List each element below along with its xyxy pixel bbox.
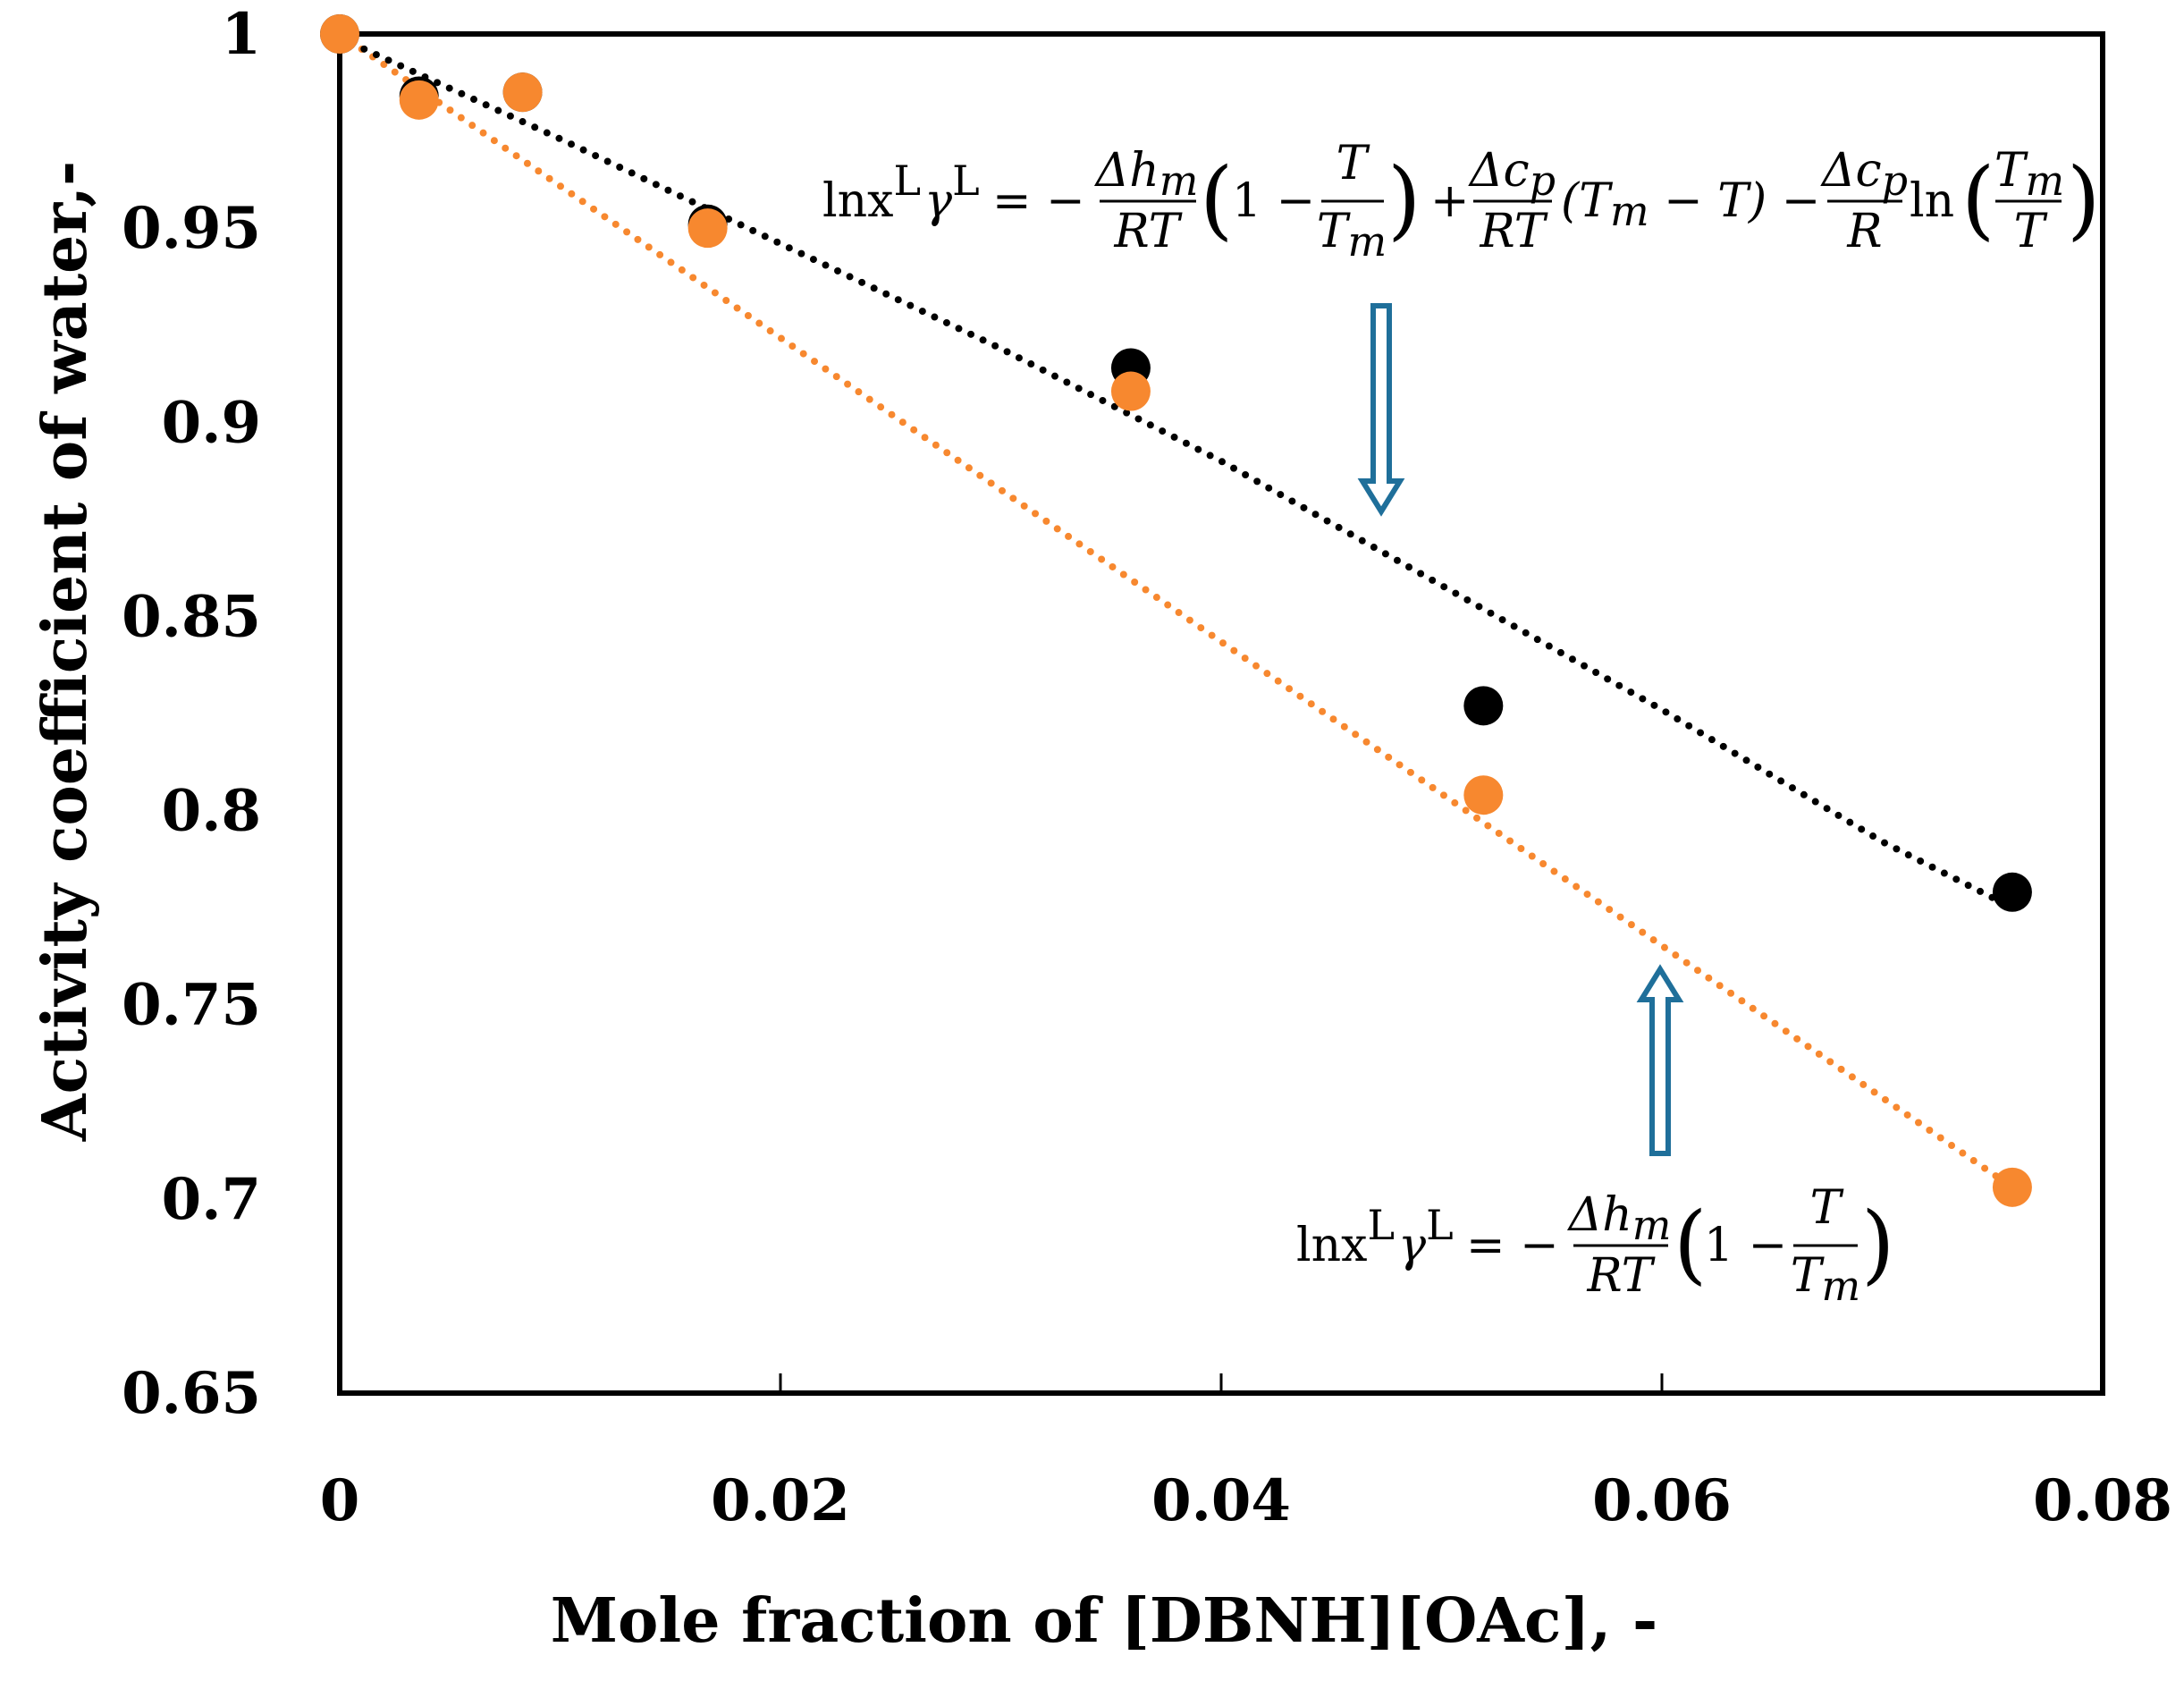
eq1-frac2-num: T [1337, 137, 1370, 190]
eq1-frac2-den: Tm [1317, 205, 1387, 266]
data-point-orange [399, 80, 439, 120]
eq1-paren-close: ) [1387, 149, 1421, 249]
equation-short: lnxLγL = − Δhm RT ( 1 − T Tm ) [1296, 1181, 1894, 1310]
eq1-paren2-open: ( [1961, 149, 1994, 249]
eq1-lhs: lnxLγL [822, 156, 980, 228]
y-tick-label: 0.7 [162, 1166, 261, 1233]
eq2-equals: = − [1466, 1219, 1559, 1272]
eq1-frac4-num: Δcp [1820, 144, 1908, 205]
trendline-black [336, 34, 2016, 912]
y-axis-title: Activity coefficient of water,- [30, 161, 101, 1142]
eq2-frac1-num: Δhm [1567, 1188, 1672, 1249]
down-arrow-icon [1357, 303, 1405, 517]
eq1-frac1-num: Δhm [1094, 144, 1199, 205]
x-axis-title: Mole fraction of [DBNH][OAc], - [551, 1585, 1657, 1657]
eq1-ln: ln [1910, 174, 1954, 228]
data-point-black [1992, 872, 2032, 912]
eq1-frac3-den: RT [1480, 205, 1548, 258]
y-tick-label: 0.75 [122, 972, 261, 1039]
data-point-orange [687, 208, 728, 249]
eq2-paren-close: ) [1861, 1194, 1894, 1294]
eq1-frac3-num: Δcp [1468, 144, 1556, 205]
eq1-frac4-den: R [1846, 205, 1882, 258]
y-tick-label: 1 [221, 1, 261, 68]
eq1-frac1-den: RT [1114, 205, 1183, 258]
x-tick-label: 0.04 [1151, 1467, 1291, 1534]
y-tick-label: 0.65 [122, 1360, 261, 1427]
eq1-frac5-num: Tm [1994, 144, 2064, 205]
trendlines [336, 30, 2016, 1191]
eq1-frac5-den: T [2014, 205, 2048, 258]
y-tick-label: 0.95 [122, 195, 261, 262]
eq1-one-minus: 1 − [1232, 174, 1315, 228]
y-tick-label: 0.85 [122, 583, 261, 650]
x-axis-ticks: 0 0.02 0.04 0.06 0.08 [320, 1373, 2172, 1534]
eq2-paren-open: ( [1674, 1194, 1707, 1294]
x-tick-label: 0 [320, 1467, 360, 1534]
eq2-lhs: lnxLγL [1296, 1201, 1454, 1272]
eq1-equals: = − [992, 174, 1085, 228]
data-point-orange [1463, 775, 1504, 815]
y-axis-ticks: 0.65 0.7 0.75 0.8 0.85 0.9 0.95 1 [122, 1, 261, 1427]
eq1-paren2-close: ) [2067, 149, 2100, 249]
data-point-black [1463, 686, 1504, 726]
trendline-orange [336, 30, 2016, 1191]
eq2-frac1-den: RT [1587, 1249, 1656, 1303]
eq1-mid-term: (Tm − T) − [1561, 174, 1820, 235]
data-point-orange [1110, 371, 1151, 411]
eq1-plus: + [1430, 174, 1470, 228]
up-arrow-icon [1636, 964, 1684, 1156]
eq2-frac2-num: T [1810, 1181, 1844, 1235]
y-tick-label: 0.8 [162, 778, 261, 845]
x-tick-label: 0.02 [711, 1467, 850, 1534]
data-point-orange [1992, 1167, 2032, 1207]
equation-full: lnxLγL = − Δhm RT ( 1 − T Tm ) + Δcp RT … [822, 137, 2100, 266]
eq1-paren-open: ( [1200, 149, 1233, 249]
eq2-frac2-den: Tm [1791, 1249, 1860, 1310]
data-point-orange [320, 14, 359, 54]
x-tick-label: 0.08 [2033, 1467, 2172, 1534]
y-tick-label: 0.9 [162, 389, 261, 456]
eq2-one-minus: 1 − [1704, 1219, 1787, 1272]
data-points [320, 14, 2032, 1207]
x-tick-label: 0.06 [1592, 1467, 1732, 1534]
data-point-orange [502, 72, 543, 113]
